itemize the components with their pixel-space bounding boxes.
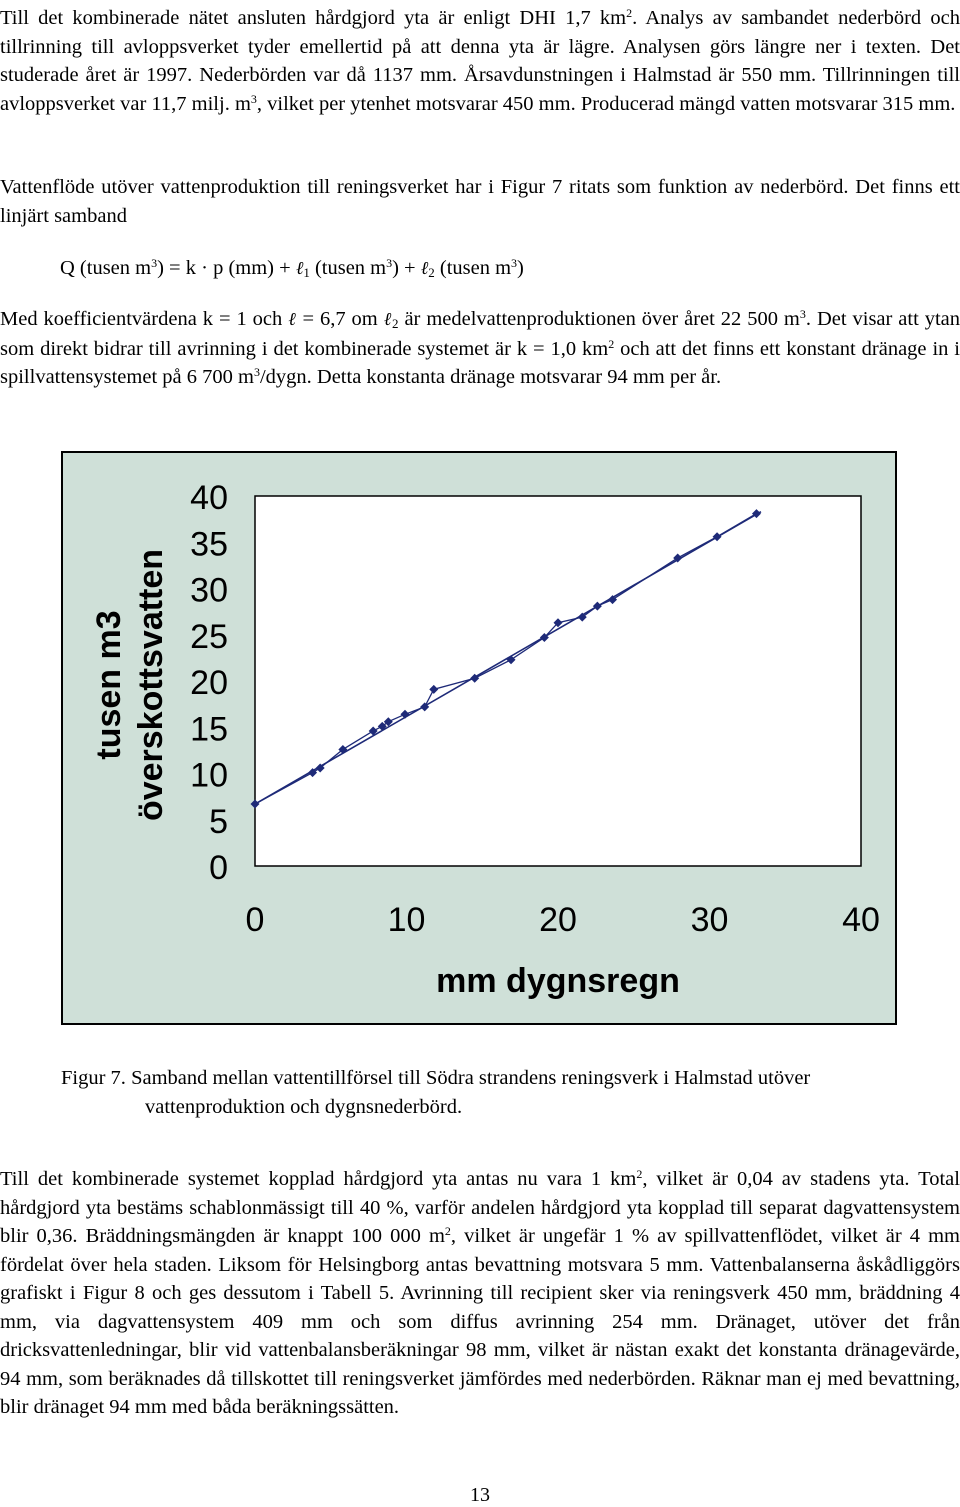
data-point xyxy=(368,726,378,736)
figure-7-chart: 40 35 30 25 20 15 10 5 0 0 10 20 30 40 mm dygnsregn tus… xyxy=(61,451,897,1025)
x-tick-label: 30 xyxy=(691,901,729,939)
data-point xyxy=(553,618,563,628)
data-point xyxy=(377,721,387,731)
x-tick-label: 0 xyxy=(246,901,265,939)
data-point xyxy=(506,655,516,665)
data-point xyxy=(470,673,480,683)
x-tick-label: 20 xyxy=(539,901,577,939)
data-point xyxy=(592,601,602,611)
caption-text-line2: vattenproduktion och dygnsnederbörd. xyxy=(145,1096,463,1118)
data-point xyxy=(751,509,761,519)
y-tick-label: 35 xyxy=(190,525,228,563)
data-point xyxy=(383,717,393,727)
data-point xyxy=(577,612,587,622)
equation: Q (tusen m3) = k · p (mm) + ℓ1 (tusen m3… xyxy=(60,256,524,280)
paragraph-figure-reference: Vattenflöde utöver vattenproduktion till… xyxy=(0,176,960,227)
data-point xyxy=(400,709,410,719)
page-number: 13 xyxy=(470,1484,490,1506)
y-tick-label: 20 xyxy=(190,664,228,702)
caption-text-line1: Samband mellan vattentillförsel till Söd… xyxy=(125,1067,811,1089)
y-tick-label: 25 xyxy=(190,618,228,656)
data-point xyxy=(608,595,618,605)
y-tick-label: 30 xyxy=(190,572,228,610)
figure-caption: Figur 7. Samband mellan vattentillförsel… xyxy=(61,1064,960,1122)
y-tick-label: 40 xyxy=(190,479,228,517)
caption-label: Figur 7. xyxy=(61,1067,126,1089)
plot-frame xyxy=(254,495,862,867)
paragraph-coefficients: Med koefficientvärdena k = 1 och ℓ = 6,7… xyxy=(0,307,960,388)
paragraph-water-balance: Till det kombinerade systemet kopplad hå… xyxy=(0,1167,960,1418)
y-tick-label: 0 xyxy=(209,849,228,887)
data-point xyxy=(420,702,430,712)
x-axis-label: mm dygnsregn xyxy=(436,962,680,1000)
y-tick-label: 15 xyxy=(190,710,228,748)
x-tick-label: 40 xyxy=(842,901,880,939)
y-axis-label-line1: tusen m3 xyxy=(90,610,128,759)
data-point xyxy=(250,799,260,809)
y-axis-label-line2: överskottsvatten xyxy=(132,549,170,821)
y-tick-label: 5 xyxy=(209,803,228,841)
data-point xyxy=(315,763,325,773)
data-point xyxy=(539,633,549,643)
data-point xyxy=(712,532,722,542)
data-point xyxy=(338,744,348,754)
y-tick-label: 10 xyxy=(190,757,228,795)
data-point xyxy=(308,768,318,778)
data-point xyxy=(673,553,683,563)
data-point xyxy=(429,684,439,694)
chart-plot-area: 40 35 30 25 20 15 10 5 00 10 20 30 40 mm dygnsregn tus… xyxy=(90,479,880,1000)
x-tick-label: 10 xyxy=(388,901,426,939)
paragraph-intro: Till det kombinerade nätet ansluten hård… xyxy=(0,6,960,115)
